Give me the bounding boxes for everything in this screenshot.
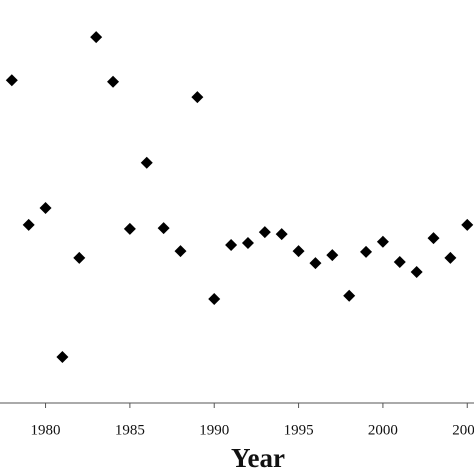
point (157, 222, 170, 235)
point (410, 266, 423, 279)
point (292, 245, 305, 258)
point (208, 293, 221, 306)
point (90, 31, 103, 44)
point (56, 351, 69, 364)
point (174, 245, 187, 258)
point (461, 218, 474, 231)
point (73, 251, 86, 264)
x-tick-label: 1980 (31, 422, 61, 438)
point (393, 255, 406, 268)
point (39, 201, 52, 214)
point (360, 245, 373, 258)
x-tick-label: 2005 (452, 422, 474, 438)
point (343, 289, 356, 302)
point (140, 156, 153, 169)
point (241, 237, 254, 250)
point (123, 222, 136, 235)
point (258, 226, 271, 239)
x-tick-label: 2000 (368, 422, 398, 438)
point (191, 91, 204, 104)
point (22, 218, 35, 231)
x-tick-label: 1995 (284, 422, 314, 438)
point (107, 75, 120, 88)
point (427, 232, 440, 245)
point (444, 251, 457, 264)
point (326, 249, 339, 262)
point (275, 228, 288, 241)
x-tick-label: 1990 (199, 422, 229, 438)
point (225, 239, 238, 252)
x-axis-label: Year (231, 443, 285, 473)
x-tick-label: 1985 (115, 422, 145, 438)
point (5, 74, 18, 87)
point (376, 235, 389, 248)
point (309, 257, 322, 270)
